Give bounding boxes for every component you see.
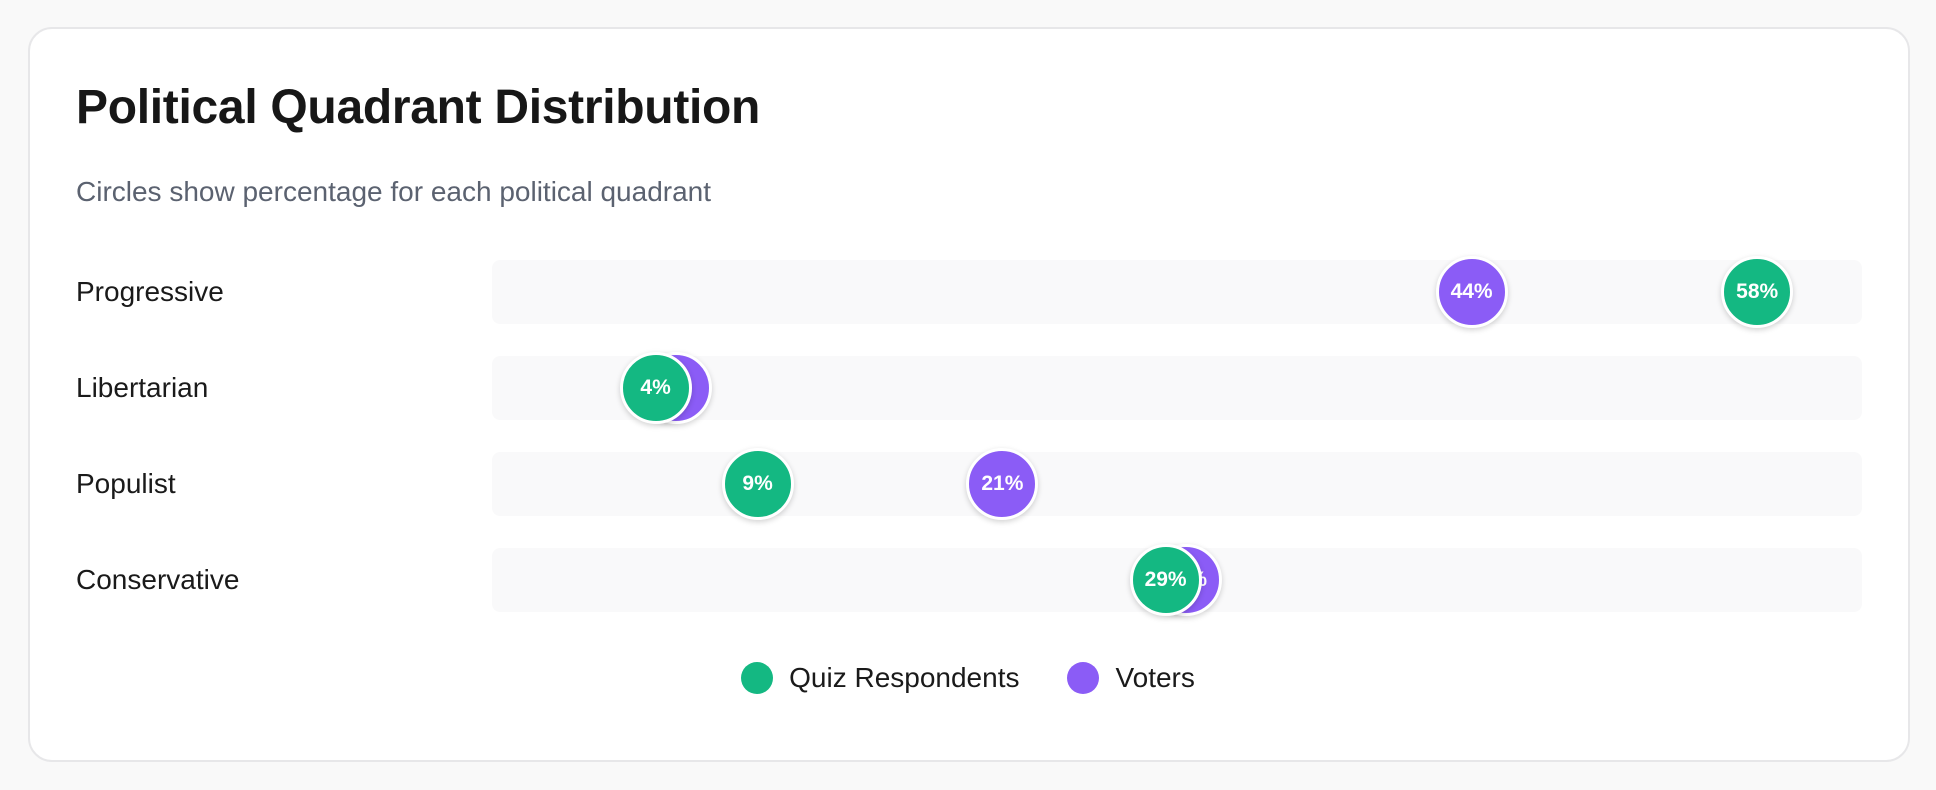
category-label-conservative: Conservative	[76, 564, 240, 595]
legend-swatch-voters	[1067, 662, 1100, 694]
legend-label-voters: Voters	[1115, 662, 1195, 693]
track-libertarian	[492, 356, 1862, 420]
chart-title: Political Quadrant Distribution	[76, 81, 761, 134]
dot-voters-populist[interactable]: 21%	[966, 448, 1039, 520]
dot-quiz-respondents-conservative[interactable]: 29%	[1129, 544, 1202, 616]
dot-quiz-respondents-libertarian[interactable]: 4%	[619, 352, 692, 424]
dot-quiz-respondents-populist[interactable]: 9%	[721, 448, 794, 520]
category-label-libertarian: Libertarian	[76, 372, 209, 403]
category-label-populist: Populist	[76, 468, 176, 499]
dot-voters-progressive[interactable]: 44%	[1435, 256, 1508, 328]
legend-item-quiz-respondents[interactable]: Quiz Respondents	[741, 662, 1019, 694]
legend-swatch-quiz-respondents	[741, 662, 774, 694]
category-label-progressive: Progressive	[76, 276, 224, 307]
track-progressive	[492, 260, 1862, 324]
chart-subtitle: Circles show percentage for each politic…	[76, 176, 712, 207]
track-populist	[492, 452, 1862, 516]
legend-label-quiz-respondents: Quiz Respondents	[789, 662, 1020, 693]
dot-quiz-respondents-progressive[interactable]: 58%	[1721, 256, 1794, 328]
legend: Quiz Respondents Voters	[0, 662, 1936, 694]
legend-item-voters[interactable]: Voters	[1067, 662, 1195, 694]
